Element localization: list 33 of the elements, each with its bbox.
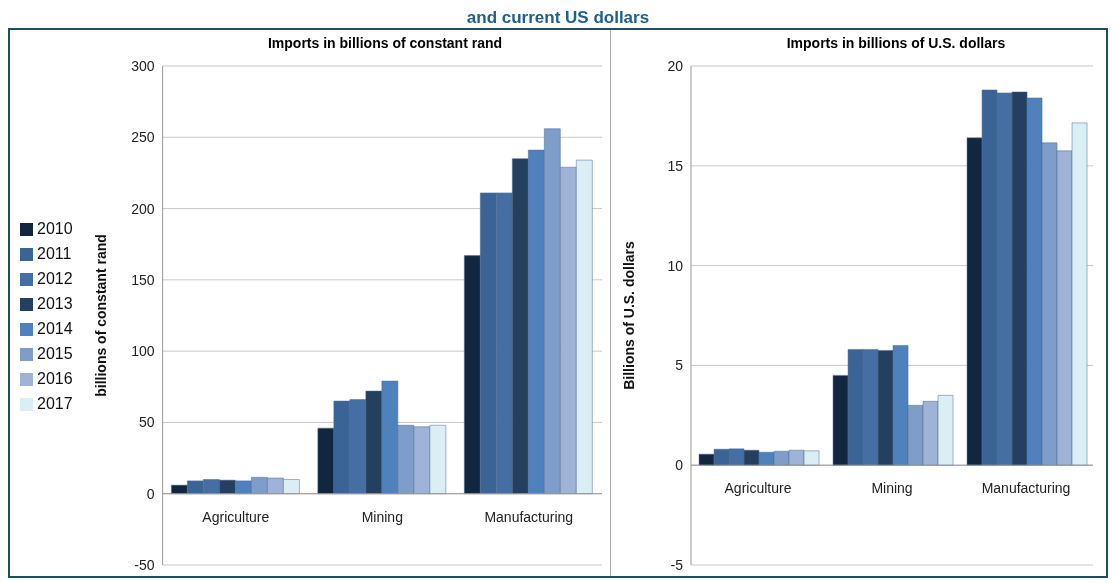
x-tick-label: Mining xyxy=(871,480,913,497)
y-tick-label: 10 xyxy=(667,257,684,274)
legend-label: 2015 xyxy=(37,345,73,362)
legend-label: 2012 xyxy=(37,270,73,287)
y-tick-label: 150 xyxy=(131,271,155,288)
y-tick-label: 300 xyxy=(131,57,155,74)
chart-title: Imports in billions of U.S. dollars xyxy=(785,34,1007,53)
x-tick-label: Mining xyxy=(361,508,403,525)
legend-label: 2014 xyxy=(37,320,73,337)
y-tick-label: 5 xyxy=(675,357,684,374)
x-tick-label: Manufacturing xyxy=(484,508,574,525)
y-tick-label: 250 xyxy=(131,129,155,146)
y-tick-label: 100 xyxy=(131,343,155,360)
y-tick-label: 50 xyxy=(139,414,155,431)
legend-label: 2011 xyxy=(37,245,72,262)
y-tick-label: 15 xyxy=(667,157,684,174)
legend-label: 2013 xyxy=(37,295,73,312)
x-tick-label: Manufacturing xyxy=(981,480,1071,497)
y-axis-title: billions of constant rand xyxy=(92,234,109,397)
y-tick-label: -50 xyxy=(134,556,155,573)
y-tick-label: 200 xyxy=(131,200,155,217)
legend-label: 2016 xyxy=(37,370,73,387)
x-tick-label: Agriculture xyxy=(202,508,270,525)
y-axis-title: Billions of U.S. dollars xyxy=(620,241,637,390)
y-tick-label: 0 xyxy=(146,485,155,502)
y-tick-label: 0 xyxy=(675,457,684,474)
legend-label: 2010 xyxy=(37,220,73,237)
chart-title: Imports in billions of constant rand xyxy=(266,34,504,53)
y-tick-label: 20 xyxy=(667,57,684,74)
y-tick-label: -5 xyxy=(670,556,684,573)
text: and current US dollars xyxy=(465,8,651,28)
x-tick-label: Agriculture xyxy=(724,480,792,497)
legend-label: 2017 xyxy=(37,395,73,412)
